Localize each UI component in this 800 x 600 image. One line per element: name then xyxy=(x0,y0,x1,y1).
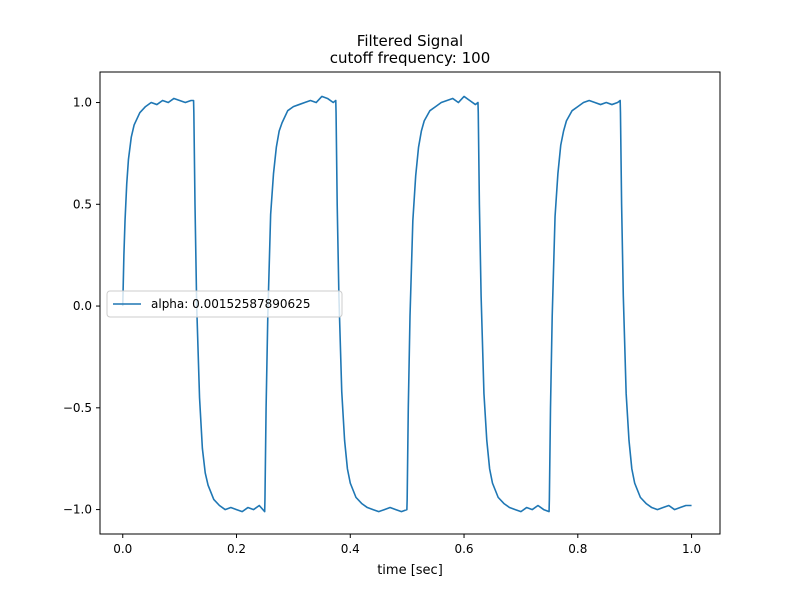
y-tick-label: −0.5 xyxy=(63,401,92,415)
x-axis-label: time [sec] xyxy=(377,563,443,578)
x-tick-label: 0.0 xyxy=(113,542,132,556)
x-axis-ticks: 0.0 0.2 0.4 0.6 0.8 1.0 xyxy=(113,534,701,556)
y-tick-label: −1.0 xyxy=(63,503,92,517)
x-tick-label: 0.6 xyxy=(454,542,473,556)
legend: alpha: 0.00152587890625 xyxy=(106,290,343,318)
y-tick-label: 1.0 xyxy=(73,96,92,110)
axes-frame xyxy=(99,71,721,535)
legend-box xyxy=(106,290,343,318)
legend-entry-label: alpha: 0.00152587890625 xyxy=(151,297,310,311)
x-tick-label: 0.2 xyxy=(227,542,246,556)
x-tick-label: 0.4 xyxy=(341,542,360,556)
chart-title: Filtered Signal xyxy=(357,32,463,50)
y-tick-label: 0.0 xyxy=(73,299,92,313)
x-tick-label: 0.8 xyxy=(568,542,587,556)
y-tick-label: 0.5 xyxy=(73,197,92,211)
chart-subtitle: cutoff frequency: 100 xyxy=(330,49,491,67)
x-tick-label: 1.0 xyxy=(682,542,701,556)
y-axis-ticks: 1.0 0.5 0.0 −0.5 −1.0 xyxy=(63,96,100,517)
series-line xyxy=(121,95,692,513)
plot-area xyxy=(121,95,692,513)
